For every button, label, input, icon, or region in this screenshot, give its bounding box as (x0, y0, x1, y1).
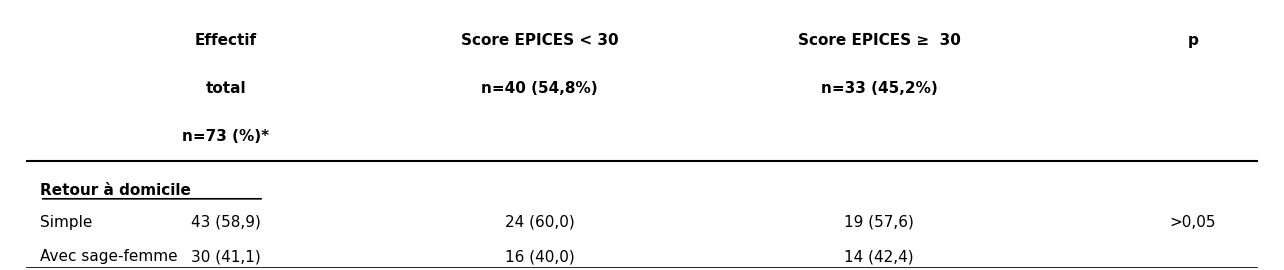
Text: Avec sage-femme: Avec sage-femme (40, 249, 177, 265)
Text: 30 (41,1): 30 (41,1) (191, 249, 261, 265)
Text: 16 (40,0): 16 (40,0) (505, 249, 574, 265)
Text: 19 (57,6): 19 (57,6) (844, 215, 914, 230)
Text: n=40 (54,8%): n=40 (54,8%) (482, 82, 598, 96)
Text: n=73 (%)*: n=73 (%)* (182, 129, 270, 144)
Text: 43 (58,9): 43 (58,9) (190, 215, 261, 230)
Text: n=33 (45,2%): n=33 (45,2%) (820, 82, 937, 96)
Text: 24 (60,0): 24 (60,0) (505, 215, 574, 230)
Text: Simple: Simple (40, 215, 92, 230)
Text: p: p (1188, 33, 1198, 48)
Text: 14 (42,4): 14 (42,4) (844, 249, 914, 265)
Text: Effectif: Effectif (195, 33, 257, 48)
Text: Score EPICES ≥  30: Score EPICES ≥ 30 (797, 33, 960, 48)
Text: Score EPICES < 30: Score EPICES < 30 (461, 33, 619, 48)
Text: total: total (205, 82, 247, 96)
Text: Retour à domicile: Retour à domicile (40, 183, 191, 198)
Text: >0,05: >0,05 (1170, 215, 1216, 230)
